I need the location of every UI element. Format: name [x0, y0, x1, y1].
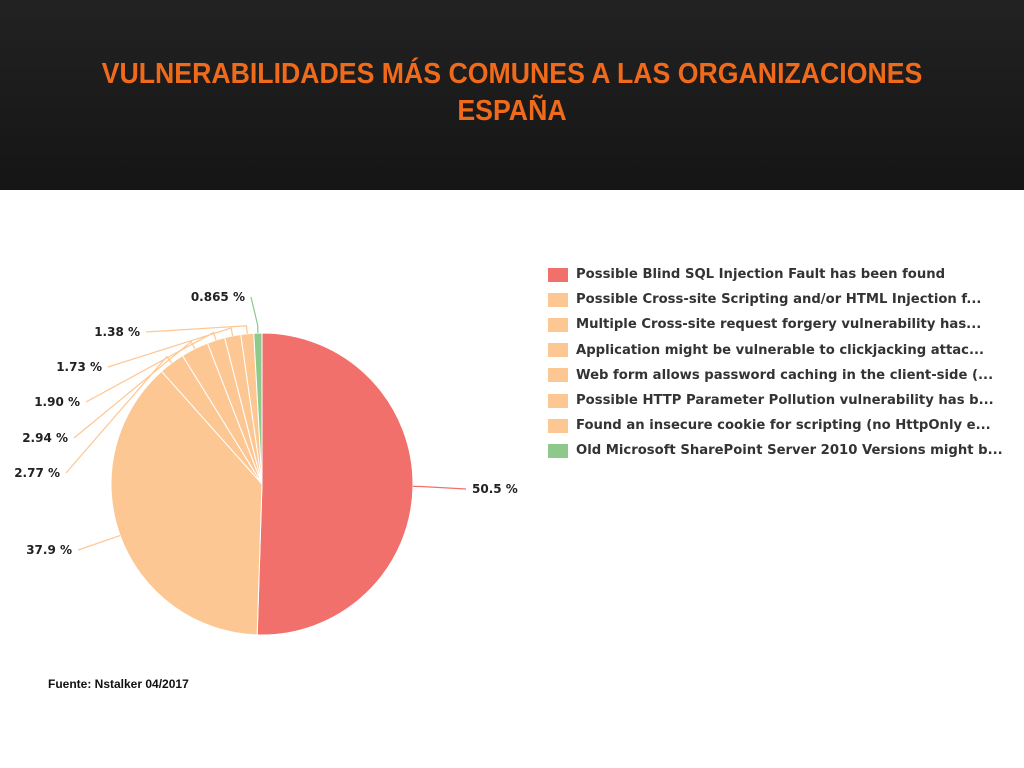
legend-label: Application might be vulnerable to click…	[576, 342, 985, 358]
slice-value-label-4: 2.94 %	[22, 431, 68, 445]
slice-value-label-6: 1.73 %	[56, 360, 102, 374]
legend-label: Old Microsoft SharePoint Server 2010 Ver…	[576, 443, 1003, 459]
legend-swatch	[548, 368, 568, 383]
pie-slice-1	[256, 332, 414, 636]
legend-label: Possible Cross-site Scripting and/or HTM…	[576, 292, 982, 308]
pie-chart-area: 50.5 % 37.9 % 2.77 % 2.94 % 1.90 % 1.73 % 1.38…	[0, 190, 1024, 768]
legend-swatch	[548, 317, 568, 332]
pie-slice-2	[110, 370, 263, 636]
legend-item-2[interactable]: Possible Cross-site Scripting and/or HTM…	[548, 287, 1003, 312]
legend-item-8[interactable]: Old Microsoft SharePoint Server 2010 Ver…	[548, 438, 1003, 463]
slice-connector-7	[145, 325, 248, 334]
slice-value-label-8: 0.865 %	[191, 290, 245, 304]
page-title-line-1: VULNERABILIDADES MÁS COMUNES A LAS ORGAN…	[101, 58, 923, 90]
legend-item-3[interactable]: Multiple Cross-site request forgery vuln…	[548, 312, 1003, 337]
slice-value-label-3: 2.77 %	[14, 466, 60, 480]
page-title-line-2: ESPAÑA	[457, 95, 567, 127]
legend-label: Possible HTTP Parameter Pollution vulner…	[576, 393, 994, 409]
slice-value-label-2: 37.9 %	[26, 543, 72, 557]
slice-connector-8	[250, 296, 259, 334]
legend-label: Possible Blind SQL Injection Fault has b…	[576, 267, 946, 283]
title-banner: VULNERABILIDADES MÁS COMUNES A LAS ORGAN…	[0, 0, 1024, 190]
legend-swatch	[548, 418, 568, 433]
legend-swatch	[548, 343, 568, 358]
source-note: Fuente: Nstalker 04/2017	[48, 677, 189, 691]
legend-swatch	[548, 267, 568, 282]
slice-value-label-7: 1.38 %	[94, 325, 140, 339]
slice-value-label-1: 50.5 %	[472, 482, 518, 496]
slice-connector-6	[107, 327, 234, 368]
slice-connector-4	[73, 340, 196, 439]
legend-label: Multiple Cross-site request forgery vuln…	[576, 317, 982, 333]
pie-chart: 50.5 % 37.9 % 2.77 % 2.94 % 1.90 % 1.73 % 1.38…	[14, 290, 518, 636]
slice-connector-1	[412, 485, 467, 490]
legend-item-5[interactable]: Web form allows password caching in the …	[548, 363, 1003, 388]
legend-item-4[interactable]: Application might be vulnerable to click…	[548, 338, 1003, 363]
slice-value-label-5: 1.90 %	[34, 395, 80, 409]
chart-legend: Possible Blind SQL Injection Fault has b…	[548, 262, 1003, 464]
legend-swatch	[548, 292, 568, 307]
legend-swatch	[548, 443, 568, 458]
legend-item-6[interactable]: Possible HTTP Parameter Pollution vulner…	[548, 388, 1003, 413]
slice-connector-5	[85, 331, 217, 403]
slice-connector-3	[65, 355, 173, 474]
legend-label: Found an insecure cookie for scripting (…	[576, 418, 991, 434]
legend-label: Web form allows password caching in the …	[576, 367, 994, 383]
legend-item-1[interactable]: Possible Blind SQL Injection Fault has b…	[548, 262, 1003, 287]
legend-swatch	[548, 393, 568, 408]
slice-connector-2	[77, 534, 121, 551]
legend-item-7[interactable]: Found an insecure cookie for scripting (…	[548, 413, 1003, 438]
